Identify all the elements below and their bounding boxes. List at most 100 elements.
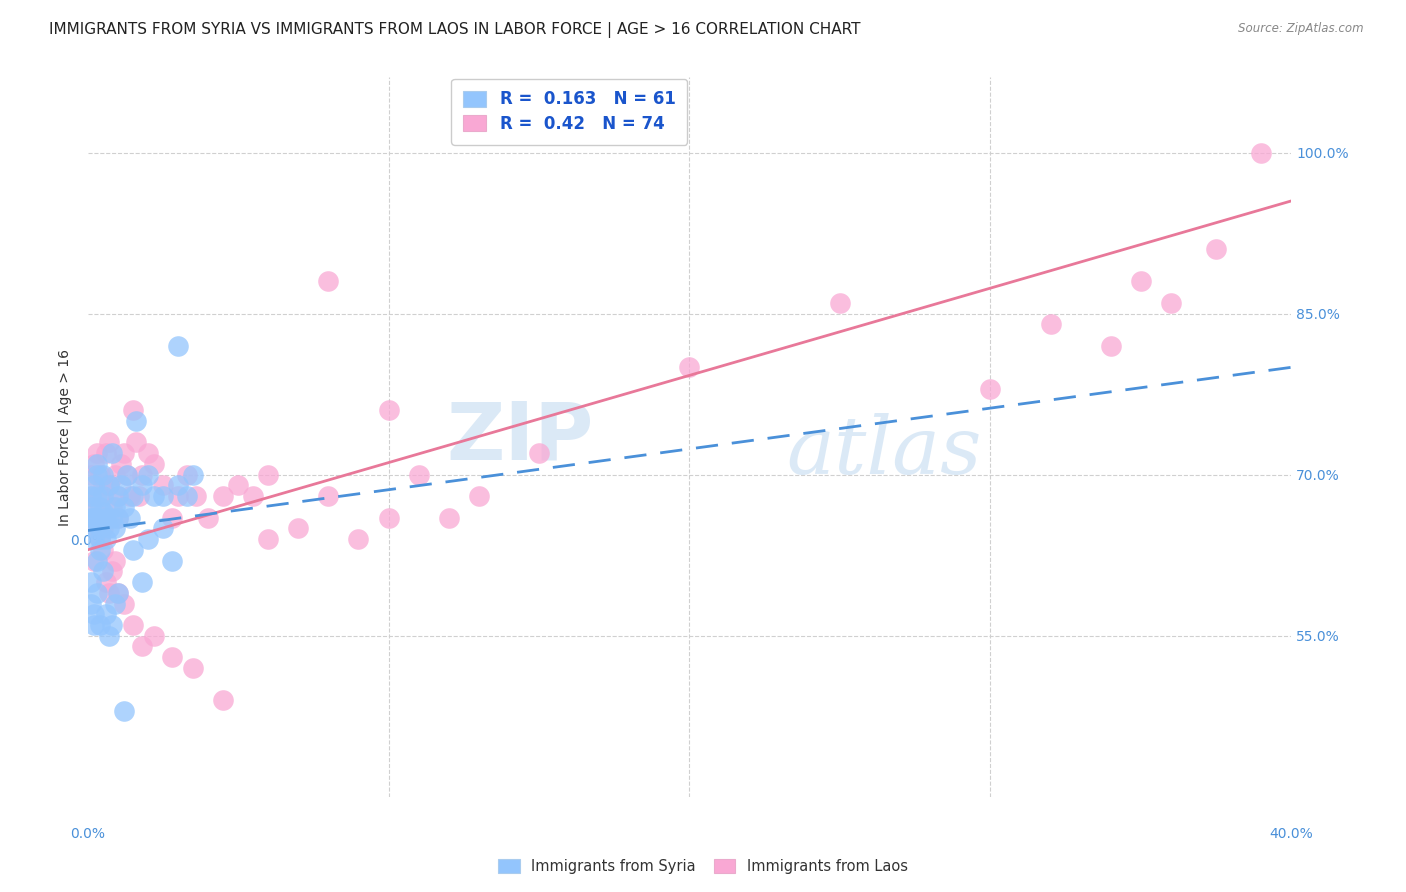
Point: [107, 489, 129, 503]
Point: [97, 629, 120, 643]
Point: [94, 446, 117, 460]
Legend: Immigrants from Syria, Immigrants from Laos: Immigrants from Syria, Immigrants from L…: [492, 854, 914, 880]
Point: [112, 500, 135, 514]
Point: [437, 510, 460, 524]
Point: [1129, 275, 1152, 289]
Point: [91, 521, 114, 535]
Point: [86, 489, 108, 503]
Point: [136, 446, 159, 460]
Point: [118, 489, 141, 503]
Point: [1039, 318, 1062, 332]
Point: [83, 553, 105, 567]
Point: [94, 532, 117, 546]
Point: [212, 693, 235, 707]
Point: [79, 489, 101, 503]
Point: [110, 478, 132, 492]
Point: [83, 510, 105, 524]
Legend: R =  0.163   N = 61, R =  0.42   N = 74: R = 0.163 N = 61, R = 0.42 N = 74: [451, 78, 688, 145]
Point: [94, 510, 117, 524]
Point: [131, 575, 153, 590]
Point: [83, 618, 105, 632]
Point: [89, 542, 111, 557]
Point: [112, 597, 135, 611]
Point: [97, 478, 120, 492]
Point: [86, 553, 108, 567]
Point: [86, 510, 108, 524]
Point: [89, 618, 111, 632]
Point: [318, 275, 340, 289]
Point: [94, 575, 117, 590]
Text: IMMIGRANTS FROM SYRIA VS IMMIGRANTS FROM LAOS IN LABOR FORCE | AGE > 16 CORRELAT: IMMIGRANTS FROM SYRIA VS IMMIGRANTS FROM…: [49, 22, 860, 38]
Point: [142, 489, 165, 503]
Point: [287, 521, 309, 535]
Point: [1099, 339, 1122, 353]
Point: [1250, 145, 1272, 160]
Point: [142, 629, 165, 643]
Point: [91, 467, 114, 482]
Point: [89, 500, 111, 514]
Point: [100, 564, 122, 578]
Point: [97, 586, 120, 600]
Point: [152, 489, 174, 503]
Point: [377, 403, 399, 417]
Point: [83, 500, 105, 514]
Point: [79, 500, 101, 514]
Point: [160, 553, 183, 567]
Point: [79, 467, 101, 482]
Point: [131, 467, 153, 482]
Text: 0.0%: 0.0%: [70, 827, 105, 841]
Point: [112, 446, 135, 460]
Point: [1160, 296, 1182, 310]
Point: [83, 521, 105, 535]
Point: [107, 489, 129, 503]
Point: [167, 489, 190, 503]
Point: [83, 532, 105, 546]
Point: [86, 586, 108, 600]
Point: [107, 510, 129, 524]
Point: [1205, 242, 1227, 256]
Text: atlas: atlas: [786, 413, 981, 491]
Point: [91, 542, 114, 557]
Point: [377, 510, 399, 524]
Point: [212, 489, 235, 503]
Point: [160, 510, 183, 524]
Point: [257, 467, 280, 482]
Point: [181, 467, 204, 482]
Point: [678, 360, 700, 375]
Point: [107, 586, 129, 600]
Point: [104, 467, 127, 482]
Point: [242, 489, 264, 503]
Point: [97, 521, 120, 535]
Point: [152, 478, 174, 492]
Point: [118, 510, 141, 524]
Point: [86, 446, 108, 460]
Point: [128, 489, 150, 503]
Point: [176, 467, 198, 482]
Point: [89, 521, 111, 535]
Point: [121, 618, 143, 632]
Point: [131, 478, 153, 492]
Text: ZIP: ZIP: [446, 398, 593, 476]
Point: [83, 607, 105, 622]
Point: [167, 478, 190, 492]
Point: [115, 467, 138, 482]
Point: [107, 586, 129, 600]
Point: [79, 575, 101, 590]
Point: [347, 532, 370, 546]
Point: [257, 532, 280, 546]
Point: [125, 435, 148, 450]
Point: [79, 597, 101, 611]
Point: [121, 403, 143, 417]
Point: [104, 597, 127, 611]
Point: [107, 510, 129, 524]
Point: [89, 532, 111, 546]
Point: [136, 467, 159, 482]
Point: [104, 521, 127, 535]
Point: [100, 446, 122, 460]
Point: [152, 521, 174, 535]
Point: [184, 489, 207, 503]
Point: [89, 467, 111, 482]
Point: [136, 532, 159, 546]
Point: [468, 489, 491, 503]
Point: [408, 467, 430, 482]
